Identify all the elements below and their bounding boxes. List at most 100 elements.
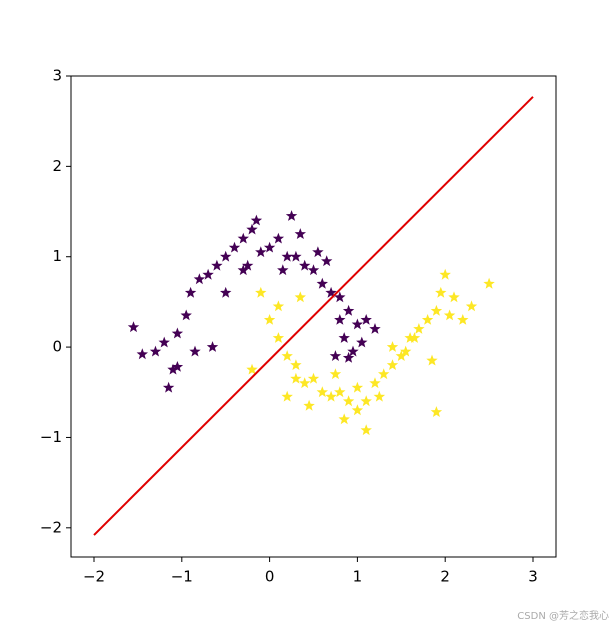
point <box>342 304 355 316</box>
point <box>171 361 184 372</box>
point <box>373 390 386 402</box>
point <box>307 264 320 276</box>
point <box>360 424 372 436</box>
point <box>338 332 350 343</box>
y-tick-label: 0 <box>52 338 62 356</box>
point <box>263 314 276 325</box>
point <box>241 259 254 271</box>
x-tick-label: 3 <box>528 568 538 586</box>
watermark: CSDN @芳之恋我心 <box>517 609 609 622</box>
point <box>360 395 372 407</box>
point <box>281 350 293 361</box>
point <box>334 386 346 398</box>
point <box>149 345 162 357</box>
point <box>237 232 249 244</box>
point <box>307 372 320 384</box>
point <box>369 323 381 334</box>
point <box>228 241 241 253</box>
point <box>465 300 478 312</box>
point <box>316 277 328 289</box>
point <box>255 246 267 258</box>
x-tick-label: −1 <box>171 568 193 586</box>
point <box>237 264 249 276</box>
point <box>448 291 460 303</box>
point <box>395 350 407 361</box>
point <box>356 336 368 348</box>
point <box>439 268 451 280</box>
point <box>167 363 179 375</box>
point <box>426 354 438 366</box>
point <box>325 286 337 298</box>
point <box>211 259 223 271</box>
y-tick-label: 2 <box>52 157 62 175</box>
point <box>342 351 355 363</box>
point <box>457 314 469 325</box>
point <box>281 390 293 402</box>
point <box>246 363 258 375</box>
point <box>136 348 148 360</box>
point <box>443 309 456 321</box>
point <box>325 390 337 402</box>
point <box>290 359 302 370</box>
point <box>180 309 192 321</box>
x-tick-label: 0 <box>265 568 275 586</box>
point <box>386 359 399 370</box>
point <box>290 250 302 262</box>
point <box>290 372 302 384</box>
point <box>351 381 364 393</box>
point <box>184 286 197 298</box>
point <box>272 232 285 244</box>
point <box>378 368 390 380</box>
point <box>285 210 298 221</box>
point <box>386 341 399 352</box>
point <box>316 386 328 398</box>
point <box>246 223 258 235</box>
point <box>189 345 201 357</box>
point <box>430 406 443 417</box>
point <box>369 377 381 389</box>
point <box>281 250 293 262</box>
point <box>400 345 412 357</box>
point <box>250 214 263 226</box>
y-tick-label: 3 <box>52 67 62 85</box>
point <box>360 314 372 325</box>
point <box>334 314 346 325</box>
point <box>321 255 333 267</box>
point <box>404 332 416 343</box>
point <box>206 341 219 352</box>
point <box>263 241 276 253</box>
point <box>162 381 175 393</box>
point <box>342 395 355 407</box>
point <box>171 327 184 339</box>
point <box>312 246 324 258</box>
point <box>351 404 364 416</box>
point <box>220 286 232 298</box>
point <box>435 286 447 298</box>
point <box>303 399 315 411</box>
point <box>408 332 421 343</box>
point <box>299 377 311 389</box>
point <box>294 228 306 239</box>
x-tick-label: 1 <box>353 568 363 586</box>
point <box>338 413 350 425</box>
point <box>421 314 434 325</box>
point <box>220 250 232 262</box>
point <box>272 332 285 343</box>
point <box>158 336 170 348</box>
point <box>277 264 289 276</box>
point <box>202 268 214 280</box>
point <box>351 318 364 330</box>
x-tick-label: −2 <box>83 568 105 586</box>
x-tick-label: 2 <box>440 568 450 586</box>
point <box>430 304 443 316</box>
y-tick-label: 1 <box>52 247 62 265</box>
point <box>299 259 311 271</box>
line <box>93 96 534 536</box>
y-tick-label: −2 <box>40 518 62 536</box>
point <box>255 286 267 298</box>
point <box>294 291 306 303</box>
point <box>329 350 342 361</box>
point <box>334 291 346 303</box>
